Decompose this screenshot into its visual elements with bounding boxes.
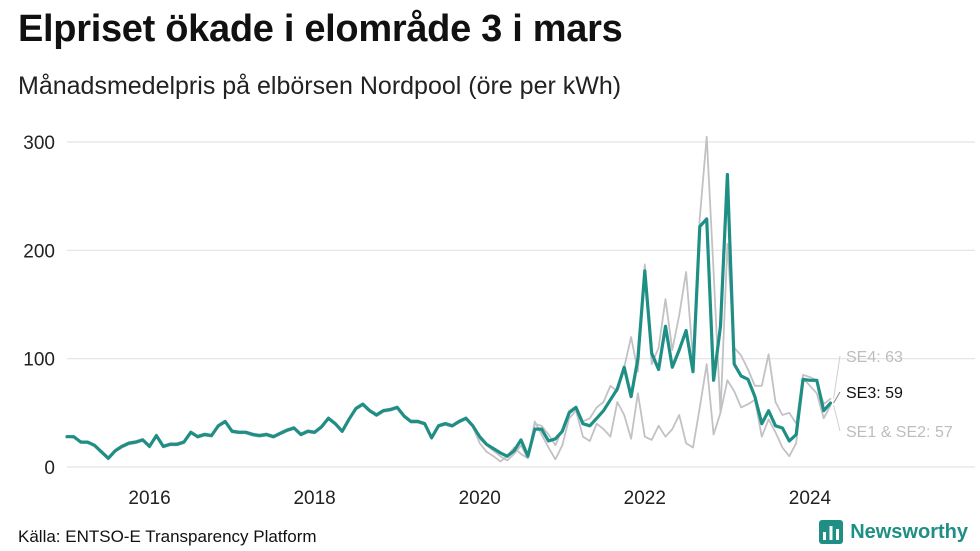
series-line-se4	[66, 135, 832, 462]
y-axis: 0 100 200 300	[23, 133, 55, 479]
series-end-label: SE4: 63	[846, 349, 903, 366]
y-tick-label: 100	[23, 350, 55, 371]
series-line-se1-se2	[66, 363, 832, 463]
x-tick-label: 2018	[293, 488, 335, 509]
y-tick-label: 300	[23, 133, 55, 154]
y-tick-label: 200	[23, 241, 55, 262]
series-end-label: SE3: 59	[846, 385, 903, 402]
brand-logo[interactable]: Newsworthy	[819, 520, 968, 544]
label-leader-line	[833, 355, 841, 399]
label-leader-line	[833, 391, 841, 404]
series-end-label: SE1 & SE2: 57	[846, 424, 953, 441]
x-tick-label: 2024	[789, 488, 832, 509]
grid-layer	[67, 141, 975, 468]
x-axis: 2016 2018 2020 2022 2024	[128, 488, 831, 509]
page-title: Elpriset ökade i elområde 3 i mars	[18, 8, 623, 50]
x-tick-label: 2020	[459, 488, 501, 509]
series-labels: SE4: 63 SE3: 59 SE1 & SE2: 57	[833, 349, 953, 441]
x-tick-label: 2016	[128, 488, 170, 509]
source-note: Källa: ENTSO-E Transparency Platform	[18, 527, 317, 546]
series-line-se3	[65, 172, 833, 460]
brand-name: Newsworthy	[850, 520, 968, 543]
x-tick-label: 2022	[624, 488, 666, 509]
label-leader-line	[833, 405, 841, 432]
chart-subtitle: Månadsmedelpris på elbörsen Nordpool (ör…	[18, 72, 622, 100]
bar-chart-logo-icon	[819, 520, 844, 544]
series-layer	[65, 135, 833, 463]
y-tick-label: 0	[44, 458, 55, 479]
